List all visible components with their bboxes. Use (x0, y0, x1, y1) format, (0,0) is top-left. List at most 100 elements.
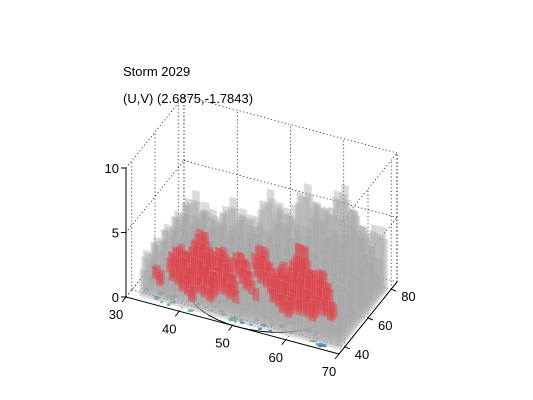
outer-isosurface-patch (340, 251, 349, 308)
contour-fragment (340, 318, 347, 322)
outer-isosurface-patch (283, 206, 292, 267)
outer-isosurface-patch (352, 213, 361, 293)
inner-isosurface (151, 227, 338, 323)
outer-isosurface-patch (358, 261, 367, 308)
outer-isosurface-patch (337, 217, 346, 289)
outer-isosurface-patch (367, 244, 376, 297)
outer-isosurface-patch (342, 259, 350, 306)
contour-fragment (166, 303, 171, 307)
outer-isosurface-patch (360, 251, 369, 306)
outer-isosurface-patch (182, 203, 191, 245)
outer-isosurface-patch (364, 258, 372, 301)
outer-isosurface-patch (341, 289, 350, 329)
contour-fragment (228, 317, 235, 322)
contour-fragment (239, 318, 243, 322)
grid-line (285, 267, 345, 340)
outer-isosurface-patch (144, 252, 153, 292)
y-tick-label: 40 (355, 347, 369, 362)
inner-isosurface-patch (284, 299, 292, 319)
contour-fragment (165, 281, 172, 286)
x-tick-label: 50 (215, 336, 229, 351)
outer-isosurface-patch (251, 298, 259, 329)
outer-isosurface-patch (362, 297, 371, 314)
outer-isosurface-patch (352, 311, 361, 327)
outer-isosurface-patch (332, 196, 340, 285)
outer-isosurface-patch (366, 259, 375, 310)
outer-isosurface-patch (336, 284, 345, 312)
outer-isosurface-patch (371, 223, 379, 293)
outer-isosurface-patch (340, 318, 348, 342)
outer-isosurface-patch (345, 289, 354, 336)
contour-fragment (239, 321, 245, 325)
outer-isosurface-patch (339, 192, 348, 287)
outer-isosurface-patch (295, 314, 304, 341)
contour-fragment (169, 301, 177, 304)
outer-isosurface-patch (361, 234, 370, 293)
outer-isosurface-patch (341, 232, 350, 295)
outer-isosurface-patch (333, 324, 341, 351)
outer-isosurface-patch (364, 282, 373, 312)
contour-fragment (204, 306, 208, 309)
outer-isosurface-patch (336, 258, 345, 302)
outer-isosurface-patch (357, 225, 366, 287)
contour-fragment (317, 319, 322, 322)
contour-fragment (349, 296, 354, 299)
outer-isosurface-patch (324, 212, 333, 283)
outer-isosurface-patch (339, 284, 348, 332)
outer-isosurface-patch (368, 248, 376, 308)
contour-fragment (272, 312, 281, 316)
contour-fragment (258, 327, 263, 331)
outer-isosurface-patch (365, 256, 374, 299)
outer-isosurface-patch (357, 265, 366, 321)
inner-isosurface-patch (308, 302, 316, 323)
z-tick-label: 5 (112, 226, 119, 241)
outer-isosurface-patch (350, 305, 359, 329)
x-axis-ticks: 30 40 50 60 70 (109, 307, 336, 379)
outer-isosurface-patch (333, 189, 342, 283)
contour-fragment (143, 287, 150, 292)
outer-isosurface-patch (238, 298, 246, 323)
contour-fragment (265, 315, 273, 321)
outer-isosurface-patch (353, 285, 362, 314)
outer-isosurface-patch (267, 304, 276, 320)
outer-isosurface-patch (335, 198, 344, 281)
inner-isosurface-patch (206, 286, 214, 304)
outer-isosurface-patch (266, 298, 274, 333)
outer-isosurface-patch (369, 255, 378, 305)
outer-isosurface-patch (334, 241, 342, 293)
contour-fragment (352, 297, 357, 301)
outer-isosurface-patch (326, 213, 335, 281)
chart-subtitle: (U,V) (2.6875,-1.7843) (123, 91, 253, 106)
outer-isosurface-patch (339, 241, 348, 297)
grid-line (178, 231, 392, 290)
inner-isosurface-patch (231, 288, 240, 305)
outer-isosurface-patch (348, 288, 357, 331)
outer-isosurface-patch (356, 235, 364, 289)
x-tick-mark (228, 325, 233, 331)
outer-isosurface-patch (337, 291, 346, 334)
outer-isosurface-patch (330, 213, 339, 287)
outer-isosurface-patch (345, 273, 354, 302)
grid-line (338, 152, 398, 226)
contour-fragment (262, 315, 268, 320)
inner-isosurface-patch (155, 271, 164, 288)
z-tick-label: 0 (112, 290, 119, 305)
outer-isosurface-patch (346, 292, 355, 323)
grid-line (131, 289, 345, 348)
outer-isosurface-patch (348, 207, 357, 287)
outer-isosurface-patch (341, 183, 349, 285)
x-tick-mark (334, 353, 340, 360)
outer-isosurface-patch (321, 319, 330, 343)
outer-isosurface-patch (165, 284, 173, 301)
outer-isosurface-patch (338, 250, 346, 300)
contour-fragment (169, 297, 175, 301)
x-tick-mark (121, 296, 127, 303)
contour-fragment (346, 307, 352, 312)
outer-isosurface-patch (339, 280, 347, 321)
outer-isosurface-patch (312, 318, 321, 343)
y-tick-mark (367, 317, 374, 321)
grid-line (183, 160, 398, 218)
outer-isosurface-patch (357, 276, 365, 310)
outer-isosurface-patch (356, 236, 365, 299)
outer-isosurface-patch (347, 253, 356, 299)
